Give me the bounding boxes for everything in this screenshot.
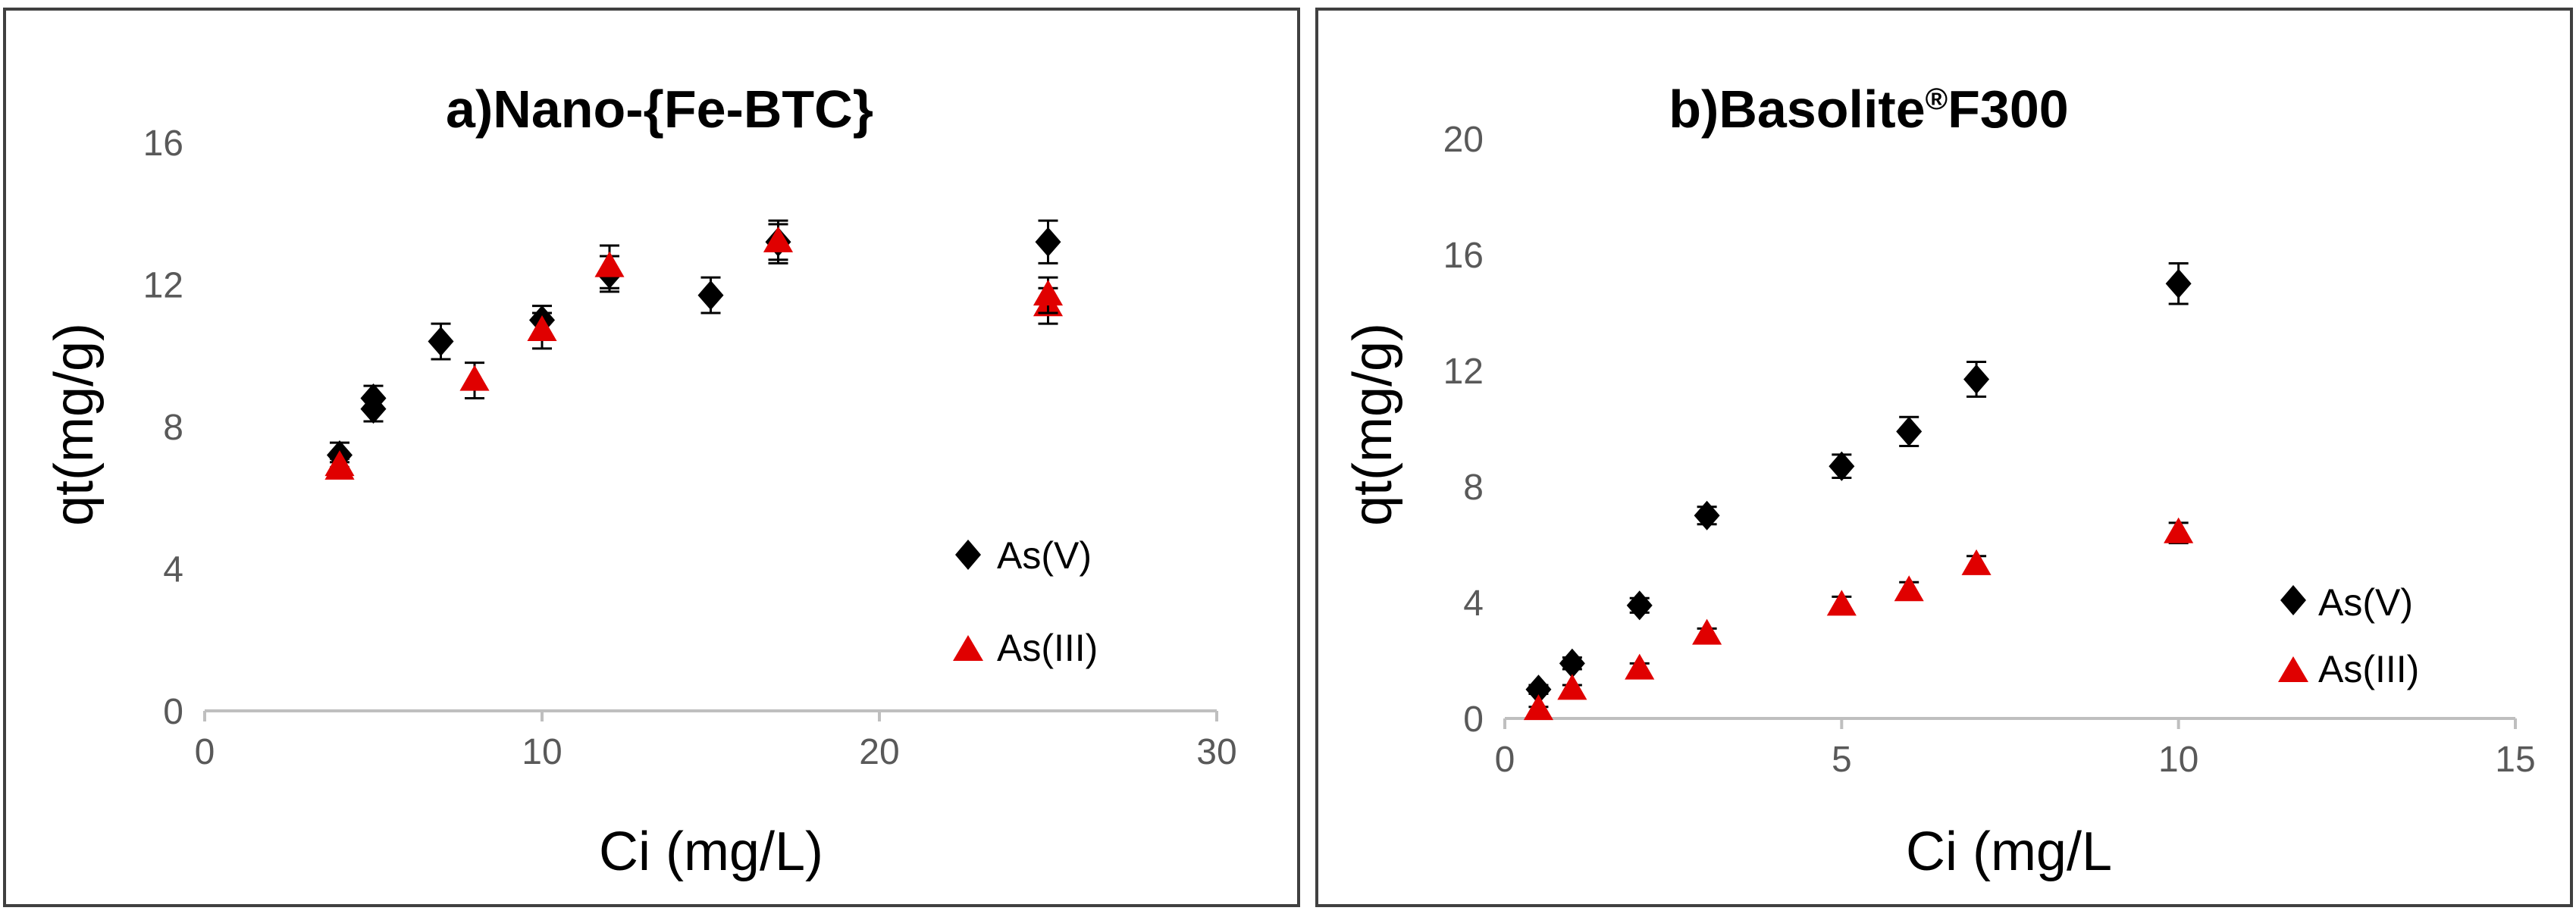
panel-b-point-as-v xyxy=(1559,648,1585,678)
panel-a-point-as-v xyxy=(1035,219,1061,264)
panel-b-x-label: Ci (mg/L xyxy=(1906,822,2112,882)
panel-b-legend-triangle-icon xyxy=(2278,656,2308,682)
panel-a-y-label: qt(mg/g) xyxy=(44,323,105,526)
panel-b-point-as-v xyxy=(1896,415,1923,447)
registered-mark: ® xyxy=(1926,83,1948,116)
panel-b-y-tick-label: 8 xyxy=(1463,468,1484,508)
panel-a-point-as-iii xyxy=(594,244,625,289)
panel-a-legend-as-v: As(V) xyxy=(997,534,1092,577)
panel-a-point-as-iii xyxy=(324,450,355,477)
panel-a-y-tick-label: 0 xyxy=(163,692,183,732)
triangle-marker xyxy=(1894,575,1924,602)
diamond-marker xyxy=(697,280,724,311)
panel-a-x-ticks: 0 10 20 30 xyxy=(195,711,1237,772)
panel-a-x-tick-label: 0 xyxy=(195,732,215,772)
panel-a-point-as-v xyxy=(428,322,454,361)
diamond-marker xyxy=(360,383,387,414)
panel-b-x-tick-label: 0 xyxy=(1495,740,1515,780)
diamond-marker xyxy=(428,326,454,357)
panel-a-legend-triangle-icon xyxy=(953,635,983,661)
panel-b-point-as-v xyxy=(2165,261,2192,305)
panel-b-y-tick-label: 0 xyxy=(1463,699,1484,740)
panel-a-y-tick-label: 16 xyxy=(143,124,183,164)
triangle-marker xyxy=(2164,517,2194,543)
panel-b-point-as-v xyxy=(1626,590,1653,621)
panel-b-point-as-iii xyxy=(1894,575,1924,602)
triangle-marker xyxy=(527,315,557,342)
diamond-marker xyxy=(2165,268,2192,299)
diamond-marker xyxy=(1626,590,1653,621)
panel-a-y-ticks: 0 4 8 12 16 xyxy=(143,124,183,732)
panel-a-point-as-iii xyxy=(763,219,794,264)
panel-b-legend-as-v: As(V) xyxy=(2318,581,2413,624)
panel-b-point-as-v xyxy=(1525,674,1552,705)
panel-b-x-tick-label: 5 xyxy=(1832,740,1852,780)
panel-a-x-label: Ci (mg/L) xyxy=(599,822,823,882)
panel-b-point-as-v xyxy=(1963,361,1990,398)
panel-b-point-as-iii xyxy=(1692,618,1722,645)
triangle-marker xyxy=(1961,549,1992,575)
triangle-marker xyxy=(1826,590,1857,616)
panel-b-point-as-iii xyxy=(1961,549,1992,575)
panel-a-x-tick-label: 30 xyxy=(1196,732,1236,772)
panel-b-point-as-iii xyxy=(1523,694,1553,721)
panel-b-point-as-iii xyxy=(1625,653,1655,680)
panel-b-y-ticks: 0 4 8 12 16 20 xyxy=(1443,120,1484,740)
panel-a-marks xyxy=(324,219,1064,480)
triangle-marker xyxy=(763,226,794,252)
panel-b-marks xyxy=(1523,261,2194,721)
diamond-marker xyxy=(1035,227,1061,257)
panel-b-legend-diamond-icon xyxy=(2280,585,2306,615)
panel-b-y-tick-label: 4 xyxy=(1463,584,1484,624)
triangle-marker xyxy=(1523,694,1553,721)
panel-a-x-tick-label: 20 xyxy=(859,732,899,772)
panel-a-legend: As(V) As(III) xyxy=(953,534,1098,669)
panel-b-y-tick-label: 12 xyxy=(1443,352,1484,392)
triangle-marker xyxy=(1625,653,1655,680)
panel-b-point-as-v xyxy=(1694,500,1720,530)
panel-a-point-as-iii xyxy=(1033,276,1064,315)
panel-a-point-as-iii xyxy=(527,311,557,350)
panel-a-title: a)Nano-{Fe-BTC} xyxy=(446,80,873,139)
diamond-marker xyxy=(1559,648,1585,678)
panel-b-x-tick-label: 15 xyxy=(2495,740,2535,780)
panel-a-point-as-iii xyxy=(459,361,490,399)
panel-b-y-label: qt(mg/g) xyxy=(1343,323,1403,526)
panel-b-point-as-iii xyxy=(1826,590,1857,616)
panel-b-point-as-iii xyxy=(1557,674,1587,700)
triangle-marker xyxy=(594,251,625,277)
panel-b-chart: b)Basolite®F300 0 4 8 12 16 20 0 5 10 15 Ci (mg/… xyxy=(1315,8,2573,907)
panel-a-y-tick-label: 8 xyxy=(163,408,183,448)
panel-b-title: b)Basolite®F300 xyxy=(1669,80,2068,139)
panel-b-legend: As(V) As(III) xyxy=(2278,581,2419,690)
diamond-marker xyxy=(1963,364,1990,395)
panel-b-border xyxy=(1315,8,2573,907)
panel-b-y-tick-label: 20 xyxy=(1443,120,1484,160)
triangle-marker xyxy=(324,450,355,477)
diamond-marker xyxy=(1829,451,1855,481)
panel-a-x-tick-label: 10 xyxy=(522,732,562,772)
diamond-marker xyxy=(1694,500,1720,530)
panel-a-border xyxy=(3,8,1300,907)
panel-b-y-tick-label: 16 xyxy=(1443,236,1484,276)
panel-a-point-as-v xyxy=(360,383,387,414)
panel-b-x-tick-label: 10 xyxy=(2158,740,2198,780)
triangle-marker xyxy=(1033,280,1064,306)
panel-b-x-ticks: 0 5 10 15 xyxy=(1495,718,2536,780)
panel-a-chart: a)Nano-{Fe-BTC} 0 4 8 12 16 0 10 20 30 Ci (mg/L… xyxy=(3,8,1300,907)
panel-a-point-as-v xyxy=(697,276,724,315)
diamond-marker xyxy=(1525,674,1552,705)
panel-a-legend-as-iii: As(III) xyxy=(997,627,1098,669)
panel-a-y-tick-label: 12 xyxy=(143,266,183,306)
panel-b-legend-as-iii: As(III) xyxy=(2318,648,2419,690)
triangle-marker xyxy=(1557,674,1587,700)
triangle-marker xyxy=(459,365,490,391)
diamond-marker xyxy=(1896,416,1923,446)
panel-b-point-as-iii xyxy=(2164,517,2194,545)
panel-b-point-as-v xyxy=(1829,451,1855,481)
panel-a-legend-diamond-icon xyxy=(955,540,981,570)
triangle-marker xyxy=(1692,618,1722,645)
panel-a-y-tick-label: 4 xyxy=(163,550,183,590)
